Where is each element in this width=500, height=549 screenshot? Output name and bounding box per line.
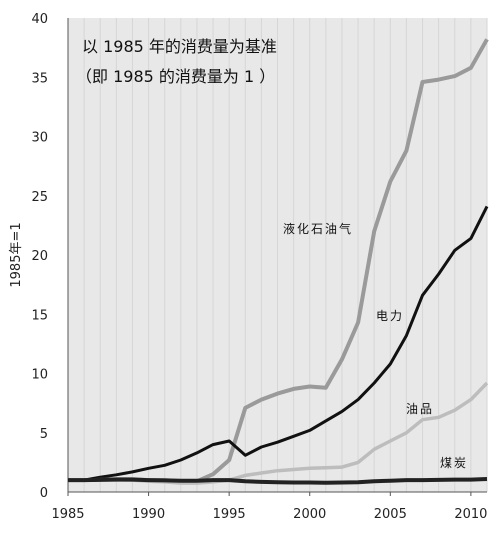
y-tick-label: 30 [31, 131, 48, 146]
annotation-line-2: （即 1985 的消费量为 1 ） [76, 67, 275, 86]
series-group [68, 38, 489, 485]
y-tick-label: 5 [40, 427, 48, 442]
y-tick-label: 10 [31, 368, 48, 383]
series-label-1: 液化石油气 [283, 221, 353, 236]
grid-lines [67, 18, 488, 492]
x-tick-label: 1985 [51, 507, 84, 522]
x-tick-label: 1990 [132, 507, 165, 522]
annotation-line-1: 以 1985 年的消费量为基准 [82, 37, 277, 56]
axes: 0 5 10 15 20 25 30 35 40 1985 1990 1995 2000 2005 2010 [31, 12, 487, 522]
series-label-4: 煤炭 [440, 456, 468, 470]
y-tick-label: 40 [31, 12, 48, 27]
y-tick-label: 35 [31, 71, 48, 86]
x-tick-label: 2005 [374, 507, 407, 522]
y-tick-label: 0 [40, 486, 48, 501]
x-tick-label: 1995 [213, 507, 246, 522]
x-tick-label: 2000 [293, 507, 326, 522]
x-tick-label: 2010 [454, 507, 487, 522]
y-tick-label: 25 [31, 190, 48, 205]
series-label-3: 油品 [406, 402, 434, 416]
series-line-4 [68, 477, 488, 485]
y-tick-label: 15 [31, 308, 48, 323]
series-label-2: 电力 [376, 309, 404, 323]
series-line-2 [68, 205, 489, 482]
y-tick-label: 20 [31, 249, 48, 264]
y-axis-label: 1985年=1 [9, 222, 24, 287]
